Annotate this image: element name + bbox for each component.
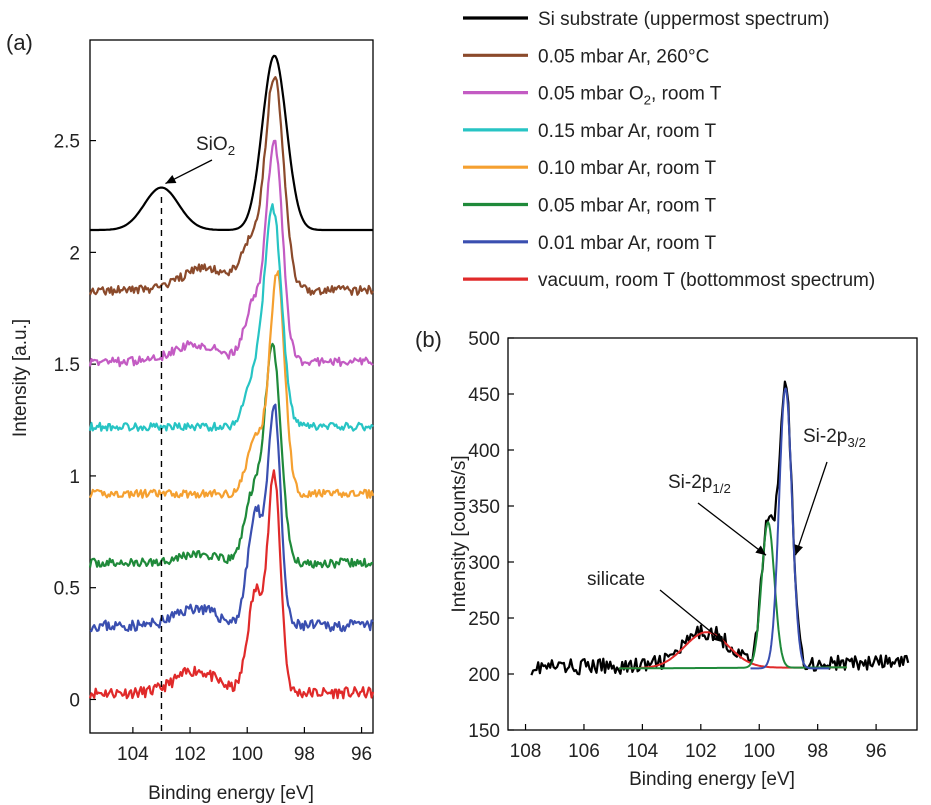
fit-line-3 (749, 387, 830, 670)
legend-label: 0.05 mbar Ar, 260°C (538, 46, 709, 67)
y-tick-label: 200 (468, 665, 500, 686)
legend-item: 0.05 mbar Ar, room T (463, 196, 717, 217)
sio2-annotation: SiO2 (165, 134, 235, 185)
panel-b-y-axis-label: Intensity [counts/s] (449, 455, 470, 612)
legend-label: Si substrate (uppermost spectrum) (538, 9, 829, 30)
x-tick-label: 98 (294, 744, 315, 765)
sio2-label: SiO2 (196, 134, 235, 158)
legend-label: 0.05 mbar Ar, room T (538, 196, 717, 217)
panel-a: (a) 0 0.5 1 1.5 2 2.5 104 102 100 98 96 SiO2 Bind… (6, 30, 375, 804)
spectrum-line-7 (90, 54, 373, 232)
panel-a-y-ticks: 0 0.5 1 1.5 2 2.5 (54, 132, 96, 711)
legend-item: 0.15 mbar Ar, room T (463, 121, 717, 142)
legend-item: vacuum, room T (bottommost spectrum) (463, 270, 875, 291)
panel-b-frame (507, 337, 918, 731)
fit-line-2 (619, 521, 847, 670)
x-tick-label: 96 (866, 741, 887, 762)
legend-item: 0.10 mbar Ar, room T (463, 158, 717, 179)
y-tick-label: 150 (468, 721, 500, 742)
panel-a-spectra (88, 54, 375, 700)
legend-item: 0.05 mbar O2, room T (463, 84, 722, 108)
spectrum-line-3 (88, 270, 375, 499)
x-tick-label: 102 (685, 741, 717, 762)
legend: Si substrate (uppermost spectrum) 0.05 mb… (463, 9, 875, 291)
panel-b-annotations: silicate Si-2p1/2 Si-2p3/2 (587, 426, 866, 644)
x-tick-label: 98 (807, 741, 828, 762)
silicate-label: silicate (587, 569, 645, 590)
spectrum-line-5 (88, 139, 374, 368)
legend-label: 0.10 mbar Ar, room T (538, 158, 717, 179)
y-tick-label: 2.5 (54, 132, 80, 153)
panel-a-label: (a) (6, 30, 33, 55)
x-tick-label: 102 (174, 744, 206, 765)
legend-label: 0.15 mbar Ar, room T (538, 121, 717, 142)
legend-label: 0.01 mbar Ar, room T (538, 233, 717, 254)
panel-b-label: (b) (415, 327, 442, 352)
silicate-arrow (659, 589, 725, 644)
x-tick-label: 100 (743, 741, 775, 762)
si2p12-label: Si-2p1/2 (668, 472, 731, 496)
y-tick-label: 350 (468, 497, 500, 518)
spectrum-line-0 (88, 469, 375, 700)
x-tick-label: 104 (117, 744, 149, 765)
panel-b-x-axis-label: Binding energy [eV] (629, 769, 795, 790)
y-tick-label: 2 (69, 243, 80, 264)
spectrum-line-4 (88, 203, 374, 432)
y-tick-label: 300 (468, 553, 500, 574)
legend-item: Si substrate (uppermost spectrum) (463, 9, 829, 30)
y-tick-label: 450 (468, 385, 500, 406)
x-tick-label: 100 (231, 744, 263, 765)
fit-line-0 (530, 380, 910, 676)
x-tick-label: 104 (627, 741, 659, 762)
y-tick-label: 500 (468, 329, 500, 350)
legend-item: 0.01 mbar Ar, room T (463, 233, 717, 254)
panel-a-y-axis-label: Intensity [a.u.] (10, 319, 31, 437)
legend-item: 0.05 mbar Ar, 260°C (463, 46, 709, 67)
x-tick-label: 108 (510, 741, 542, 762)
si2p32-arrow (794, 461, 828, 556)
legend-label: 0.05 mbar O2, room T (538, 84, 722, 108)
panel-a-x-axis-label: Binding energy [eV] (148, 783, 314, 804)
y-tick-label: 1.5 (54, 355, 80, 376)
y-tick-label: 0 (69, 690, 80, 711)
x-tick-label: 96 (351, 744, 372, 765)
panel-b-y-ticks: 150 200 250 300 350 400 450 500 (468, 329, 514, 742)
spectrum-line-2 (88, 342, 374, 569)
legend-label: vacuum, room T (bottommost spectrum) (538, 270, 875, 291)
panel-b-x-ticks: 108 106 104 102 100 98 96 (510, 724, 887, 762)
y-tick-label: 250 (468, 609, 500, 630)
si2p32-label: Si-2p3/2 (803, 426, 866, 450)
y-tick-label: 400 (468, 441, 500, 462)
spectrum-line-6 (88, 76, 374, 296)
sio2-arrow (165, 159, 213, 185)
spectrum-line-1 (89, 403, 374, 633)
si2p12-arrow (697, 502, 767, 556)
y-tick-label: 0.5 (54, 579, 80, 600)
panel-a-frame (89, 39, 374, 734)
panel-a-x-ticks: 104 102 100 98 96 (117, 727, 372, 765)
x-tick-label: 106 (568, 741, 600, 762)
panel-b-spectra (530, 380, 910, 676)
y-tick-label: 1 (69, 467, 80, 488)
